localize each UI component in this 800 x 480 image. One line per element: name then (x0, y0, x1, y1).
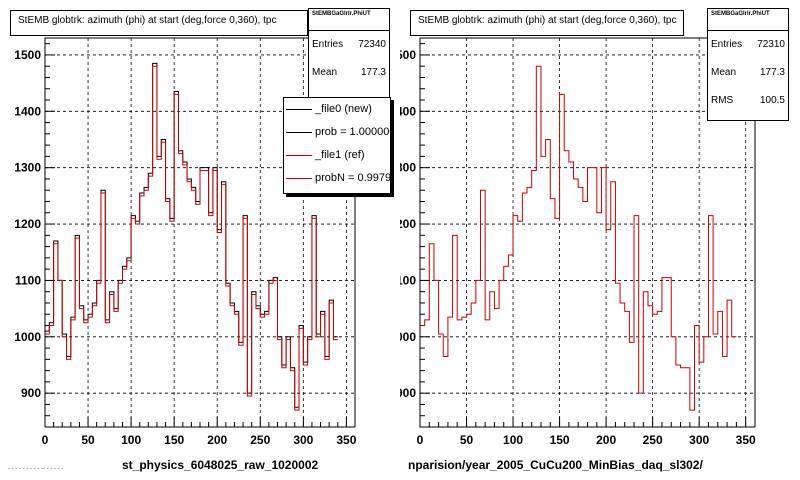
left-xtick-label: 300 (293, 433, 313, 447)
right-xtick-label: 50 (460, 433, 474, 447)
right-xtick-label: 100 (503, 433, 523, 447)
right-ytick-label: 1300 (400, 161, 416, 175)
left-stats-entries: Entries 72340 (312, 39, 386, 50)
right-histogram: 0 50 100 150 200 250 300 350 900 1000 1100 1200 1300… (400, 37, 756, 447)
footer-text: - - - - - - - - - -- - - - - - (8, 466, 64, 472)
right-stats-name: StEMBGaGlrlr.PhiUT (708, 9, 788, 31)
right-stats-entries: Entries 72310 (711, 39, 785, 50)
right-xtick-label: 350 (736, 433, 756, 447)
left-histogram: 0 50 100 150 200 250 300 350 900 1000 1100 1200 1300… (14, 37, 357, 447)
right-xtick-label: 300 (689, 433, 709, 447)
right-xtick-label: 250 (643, 433, 663, 447)
legend-entry-file1: _file1 (ref) (284, 144, 390, 167)
right-title: StEMB globtrk: azimuth (phi) at start (d… (418, 15, 677, 26)
right-ytick-label: 1000 (400, 330, 416, 344)
left-legend: _file0 (new) prob = 1.000000 _file1 (ref… (283, 97, 391, 194)
left-xtick-label: 350 (336, 433, 356, 447)
left-series-1 (45, 65, 338, 411)
legend-entry-prob: prob = 1.000000 (284, 121, 390, 144)
right-xtick-label: 150 (550, 433, 570, 447)
left-ytick-label: 1500 (14, 48, 41, 62)
legend-entry-probn: probN = 0.997986 (284, 167, 390, 190)
left-frame (44, 37, 356, 428)
right-x-title: nparision/year_2005_CuCu200_MinBias_daq_… (408, 458, 703, 472)
right-stats-rms: RMS 100.5 (711, 95, 785, 106)
right-series-0 (420, 65, 737, 411)
right-stats-box: StEMBGaGlrlr.PhiUT Entries 72310 Mean 17… (707, 8, 789, 121)
right-ytick-label: 900 (400, 386, 416, 400)
left-xtick-label: 0 (42, 433, 49, 447)
legend-swatch-file1 (286, 155, 312, 156)
left-ytick-label: 1000 (14, 330, 41, 344)
right-xtick-label: 0 (417, 433, 424, 447)
left-xtick-label: 250 (250, 433, 270, 447)
right-stats-mean: Mean 177.3 (711, 67, 785, 78)
right-ytick-label: 1100 (400, 273, 416, 287)
left-xtick-label: 50 (81, 433, 95, 447)
right-ytick-label: 1200 (400, 217, 416, 231)
left-ytick-label: 1300 (14, 161, 41, 175)
right-xtick-label: 200 (596, 433, 616, 447)
left-stats-box: StEMBGaGlrlr.PhiUT Entries 72340 Mean 17… (308, 8, 390, 100)
right-ytick-label: 1400 (400, 104, 416, 118)
left-stats-mean: Mean 177.3 (312, 67, 386, 78)
left-xtick-label: 150 (164, 433, 184, 447)
legend-swatch-file0 (286, 109, 312, 110)
left-ytick-label: 1200 (14, 217, 41, 231)
legend-swatch-prob (286, 132, 312, 133)
left-x-title: st_physics_6048025_raw_1020002 (122, 458, 319, 472)
left-ytick-label: 1100 (15, 273, 41, 287)
left-xtick-label: 200 (207, 433, 227, 447)
legend-swatch-probn (286, 178, 312, 179)
left-title-box: StEMB globtrk: azimuth (phi) at start (d… (10, 10, 308, 36)
left-ytick-label: 1400 (14, 104, 41, 118)
left-xtick-label: 100 (121, 433, 141, 447)
right-frame (419, 37, 756, 428)
right-ytick-label: 1500 (400, 48, 416, 62)
right-title-box: StEMB globtrk: azimuth (phi) at start (d… (410, 10, 684, 36)
left-title: StEMB globtrk: azimuth (phi) at start (d… (18, 15, 277, 26)
left-ytick-label: 900 (21, 386, 41, 400)
left-series-0 (45, 62, 338, 408)
left-stats-name: StEMBGaGlrlr.PhiUT (309, 9, 389, 31)
legend-entry-file0: _file0 (new) (284, 98, 390, 121)
